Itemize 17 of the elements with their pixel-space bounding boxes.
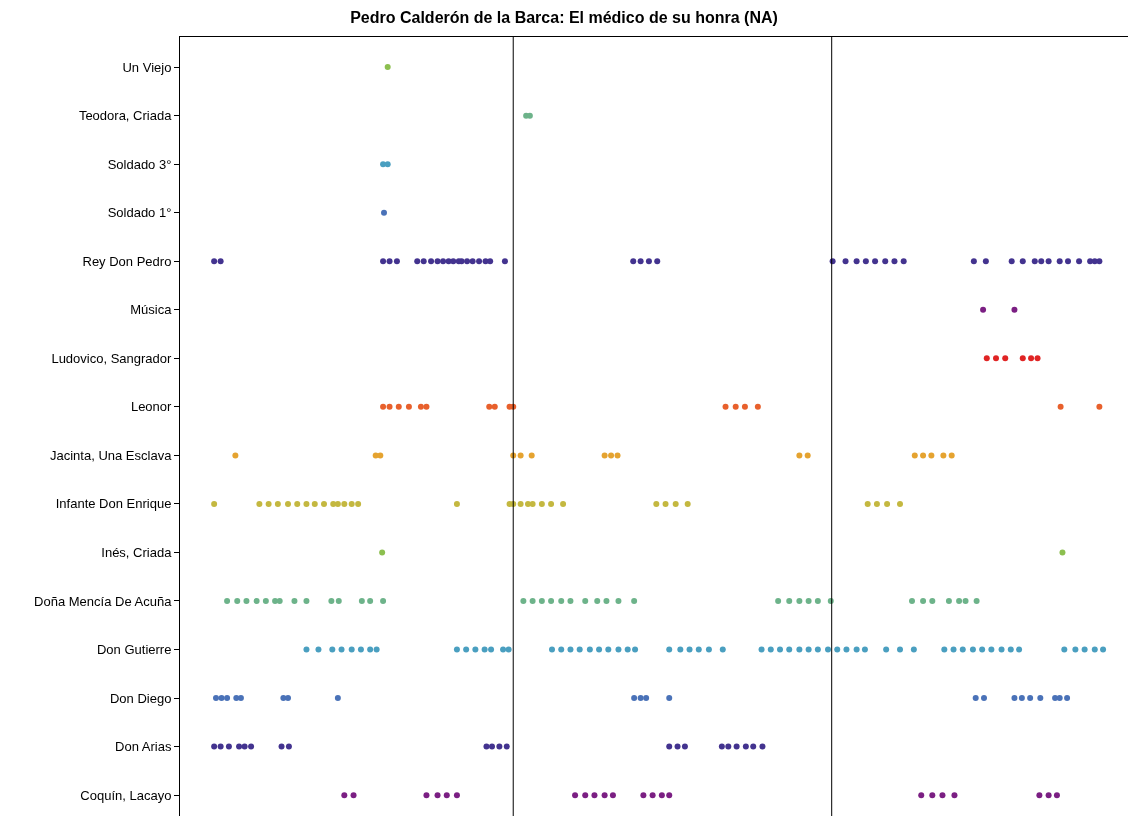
y-tick-label: Don Arias	[115, 739, 172, 755]
y-tick-label: Rey Don Pedro	[82, 253, 172, 269]
y-tick-label: Soldado 1°	[107, 205, 172, 221]
y-tick-label: Música	[130, 302, 173, 318]
y-tick-label: Jacinta, Una Esclava	[49, 447, 173, 463]
y-tick-label: Leonor	[130, 399, 173, 415]
y-tick-label: Don Diego	[109, 690, 172, 706]
y-tick-label: Teodora, Criada	[78, 108, 173, 124]
y-tick-label: Infante Don Enrique	[55, 496, 172, 512]
y-tick-label: Soldado 3°	[107, 156, 172, 172]
y-tick-label: Doña Mencía De Acuña	[34, 593, 173, 609]
y-tick-label: Un Viejo	[122, 59, 172, 75]
y-tick-label: Don Gutierre	[96, 642, 172, 658]
y-tick-label: Coquín, Lacayo	[80, 787, 172, 803]
chart-title: Pedro Calderón de la Barca: El médico de su honra (NA)	[350, 9, 778, 27]
y-tick-label: Inés, Criada	[101, 545, 173, 560]
y-tick-label: Ludovico, Sangrador	[51, 350, 173, 366]
